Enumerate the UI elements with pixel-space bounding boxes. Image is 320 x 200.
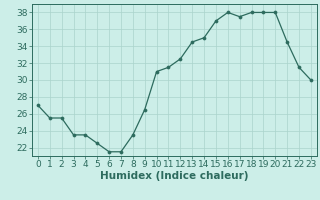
X-axis label: Humidex (Indice chaleur): Humidex (Indice chaleur) [100,171,249,181]
